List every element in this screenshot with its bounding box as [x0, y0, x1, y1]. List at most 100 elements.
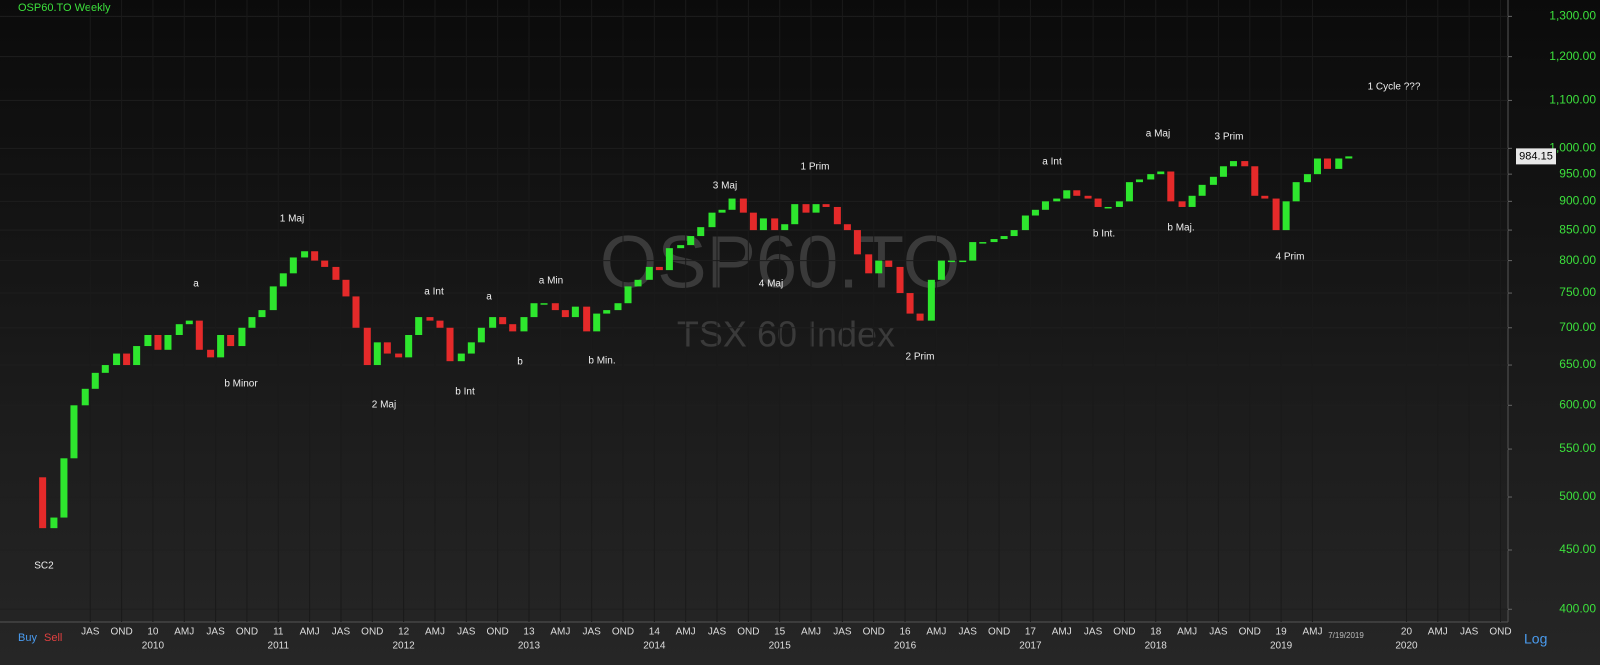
x-tick-label: AMJ: [1177, 627, 1197, 638]
x-tick-label: AMJ: [425, 627, 445, 638]
x-tick-label: OND: [487, 627, 509, 638]
candle-body: [959, 260, 967, 263]
wave-label: 3 Prim: [1215, 132, 1244, 143]
x-year-label: 2015: [769, 641, 792, 652]
candle-body: [144, 335, 152, 347]
y-tick-label: 1,100.00: [1549, 93, 1596, 107]
candle-body: [1053, 198, 1061, 202]
candle-body: [718, 209, 726, 213]
sell-button[interactable]: Sell: [44, 632, 62, 644]
x-tick-label: JAS: [457, 627, 476, 638]
candle-body: [436, 320, 444, 328]
x-year-label: 2013: [518, 641, 541, 652]
candle-body: [289, 257, 297, 274]
wave-label: 2 Maj: [372, 400, 396, 411]
candle-body: [571, 306, 579, 318]
candle-body: [687, 236, 695, 246]
wave-label: b Maj.: [1167, 223, 1194, 234]
x-tick-label: JAS: [81, 627, 100, 638]
chart-title[interactable]: OSP60.TO Weekly: [18, 2, 111, 14]
x-tick-label: JAS: [1209, 627, 1228, 638]
wave-label: a Maj: [1146, 129, 1170, 140]
candle-body: [843, 224, 851, 231]
wave-label: 3 Maj: [713, 181, 737, 192]
candle-body: [426, 317, 434, 321]
x-tick-label: OND: [110, 627, 132, 638]
candle-body: [812, 204, 820, 213]
x-tick-label: OND: [1113, 627, 1135, 638]
x-tick-label: JAS: [833, 627, 852, 638]
price-tag-box: [1516, 148, 1556, 165]
labels: 400.00 450.00 500.00 550.00 600.00 650.00 700.…: [34, 9, 1596, 652]
grid: [0, 15, 1512, 610]
candle-body: [937, 260, 945, 280]
candle-body: [593, 313, 601, 332]
candle-body: [540, 303, 548, 305]
x-tick-label: 17: [1025, 627, 1037, 638]
x-tick-label: OND: [863, 627, 885, 638]
candle-body: [113, 353, 121, 366]
y-tick-label: 650.00: [1559, 357, 1596, 371]
candle-body: [175, 324, 183, 336]
x-tick-label: OND: [236, 627, 258, 638]
candle-body: [1188, 195, 1196, 207]
wave-label: b Min.: [588, 356, 615, 367]
candle-body: [227, 335, 235, 347]
candle-body: [332, 266, 340, 280]
candle-body: [1251, 166, 1259, 196]
candle-body: [708, 212, 716, 228]
y-tick-label: 800.00: [1559, 253, 1596, 267]
x-tick-label: OND: [361, 627, 383, 638]
candle-body: [1125, 182, 1133, 202]
candle-body: [363, 327, 371, 366]
wave-label: a Int: [1042, 157, 1062, 168]
candle-body: [499, 317, 507, 325]
x-tick-label: 20: [1401, 627, 1413, 638]
candle-body: [979, 242, 987, 244]
candle-body: [906, 293, 914, 314]
candle-body: [1335, 158, 1343, 169]
candle-body: [1063, 190, 1071, 199]
y-tick-label: 900.00: [1559, 194, 1596, 208]
candle-body: [207, 349, 215, 358]
candle-body: [101, 365, 109, 373]
candle-body: [822, 204, 830, 207]
candle-body: [1178, 201, 1186, 207]
x-year-label: 2016: [894, 641, 917, 652]
candle-body: [739, 198, 747, 213]
candle-body: [1313, 158, 1321, 175]
candle-body: [749, 212, 757, 231]
candle-body: [530, 303, 538, 318]
candle-body: [1272, 198, 1280, 231]
x-tick-label: AMJ: [174, 627, 194, 638]
x-tick-label: OND: [1489, 627, 1511, 638]
candle-body: [352, 296, 360, 328]
candle-body: [896, 266, 904, 294]
scale-mode[interactable]: Log: [1524, 631, 1547, 647]
x-tick-label: 14: [649, 627, 661, 638]
wave-label: 2 Prim: [906, 352, 935, 363]
buy-button[interactable]: Buy: [18, 632, 37, 644]
wave-label: b Minor: [224, 379, 258, 390]
x-tick-label: 15: [774, 627, 786, 638]
candle-body: [1241, 161, 1249, 167]
candle-body: [477, 327, 485, 343]
candle-body: [791, 204, 799, 225]
candle-body: [415, 317, 423, 336]
wave-label: SC2: [34, 561, 54, 572]
x-tick-label: 11: [273, 627, 284, 638]
x-tick-label: 18: [1150, 627, 1162, 638]
candle-body: [781, 224, 789, 231]
candle-body: [154, 335, 162, 350]
candle-body: [1345, 156, 1353, 159]
candle-body: [916, 313, 924, 321]
candle-body: [1229, 161, 1237, 167]
candle-body: [195, 320, 203, 350]
y-tick-label: 1,000.00: [1549, 141, 1596, 155]
candle-body: [164, 335, 172, 350]
wave-label: 1 Cycle ???: [1368, 82, 1421, 93]
candles: [39, 156, 1353, 529]
candle-body: [865, 254, 873, 274]
x-tick-label: AMJ: [550, 627, 570, 638]
